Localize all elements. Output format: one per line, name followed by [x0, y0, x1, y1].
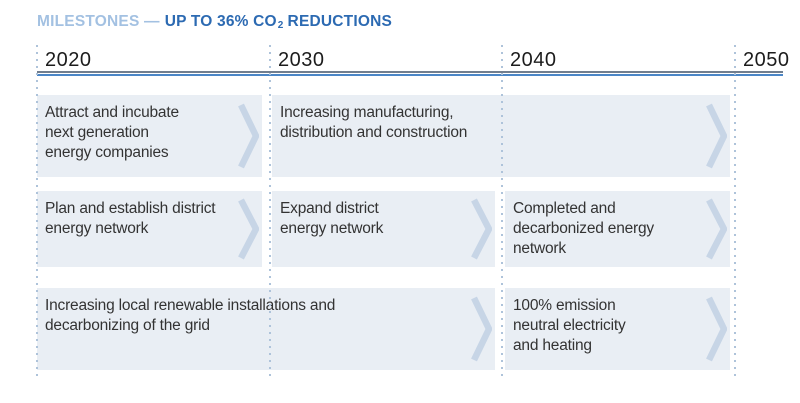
milestone-bar-row1-2020-2030: Attract and incubate next generation ene… — [37, 95, 262, 177]
title-muted-part: MILESTONES — — [37, 13, 160, 30]
milestone-bar-row2-2030-2040: Expand district energy network — [272, 191, 495, 267]
chevron-right-icon — [706, 198, 727, 260]
milestone-label: Increasing manufacturing, distribution a… — [280, 104, 468, 141]
title-emphasis-suffix: REDUCTIONS — [287, 13, 393, 30]
timeline-year-2040: 2040 — [510, 49, 557, 71]
timeline-year-2030: 2030 — [278, 49, 325, 71]
milestone-bar-row2-2040-2050: Completed and decarbonized energy networ… — [505, 191, 730, 267]
chevron-right-icon — [238, 103, 259, 169]
timeline-gridline-2030 — [269, 45, 271, 380]
timeline-year-2020: 2020 — [45, 49, 92, 71]
chevron-right-icon — [706, 296, 727, 362]
timeline-gridline-2020 — [36, 45, 38, 380]
milestone-bar-row3-2020-2040: Increasing local renewable installations… — [37, 288, 495, 370]
milestone-label: 100% emission neutral electricity and he… — [513, 297, 626, 354]
chevron-right-icon — [471, 198, 492, 260]
chevron-right-icon — [706, 103, 727, 169]
title-emphasis-text: UP TO 36% CO — [164, 13, 277, 30]
milestone-label: Completed and decarbonized energy networ… — [513, 200, 654, 257]
milestone-bar-row3-2040-2050: 100% emission neutral electricity and he… — [505, 288, 730, 370]
milestone-bar-row2-2020-2030: Plan and establish district energy netwo… — [37, 191, 262, 267]
chevron-right-icon — [238, 198, 259, 260]
co2-subscript: 2 — [277, 20, 284, 31]
timeline-axis-line-top — [37, 71, 783, 73]
milestone-label: Plan and establish district energy netwo… — [45, 200, 216, 237]
chevron-right-icon — [471, 296, 492, 362]
page-title: MILESTONES — UP TO 36% CO2 REDUCTIONS — [37, 13, 392, 31]
milestone-label: Increasing local renewable installations… — [45, 297, 336, 334]
timeline-axis-line-bottom — [37, 73, 783, 76]
timeline-gridline-2050 — [734, 45, 736, 380]
milestone-label: Attract and incubate next generation ene… — [45, 104, 179, 161]
timeline-year-2050: 2050 — [743, 49, 790, 71]
timeline-gridline-2040 — [501, 45, 503, 380]
milestone-label: Expand district energy network — [280, 200, 384, 237]
title-emphasis-part: UP TO 36% CO2 REDUCTIONS — [164, 13, 393, 31]
